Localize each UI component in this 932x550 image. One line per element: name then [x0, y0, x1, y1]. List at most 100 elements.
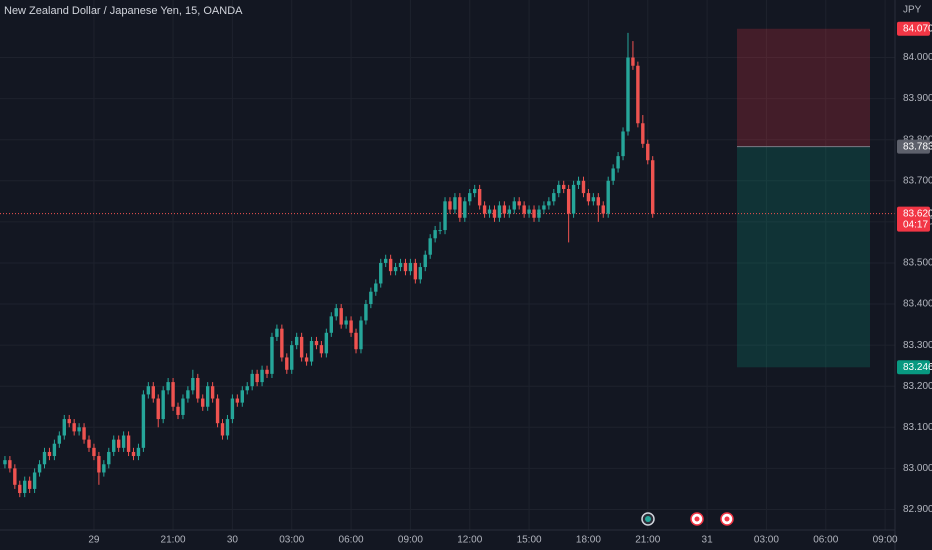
candle-body: [517, 201, 521, 206]
candle-body: [458, 197, 462, 218]
candle-body: [57, 435, 62, 444]
candle-body: [571, 184, 576, 214]
x-tick-label: 09:00: [398, 535, 423, 546]
candle-body: [294, 336, 299, 346]
candle-body: [329, 316, 333, 333]
candle-body: [547, 201, 551, 206]
candle-body: [552, 193, 556, 202]
candle-body: [72, 423, 76, 432]
candle-body: [591, 197, 596, 202]
candle-body: [220, 423, 225, 436]
candle-body: [245, 386, 249, 391]
y-tick-label: 84.000: [903, 52, 932, 63]
x-tick-label: 30: [227, 535, 239, 546]
candle-body: [557, 184, 561, 194]
candle-body: [413, 262, 418, 280]
x-tick-label: 03:00: [754, 535, 779, 546]
candle-body: [112, 439, 116, 452]
candle-body: [408, 262, 413, 272]
y-tick-label: 83.900: [903, 93, 932, 104]
candle-body: [566, 188, 571, 214]
candle-body: [611, 168, 615, 181]
price-badge-label: 83.783: [903, 141, 932, 152]
candle-body: [196, 377, 200, 399]
candle-body: [542, 205, 546, 210]
candle-body: [621, 131, 625, 157]
y-tick-label: 83.200: [903, 381, 932, 392]
candle-body: [260, 369, 264, 383]
event-icon-dot: [645, 516, 651, 522]
candle-body: [388, 258, 393, 272]
candle-body: [13, 468, 17, 485]
candle-body: [205, 386, 210, 407]
candle-body: [265, 369, 269, 374]
candle-body: [522, 205, 526, 214]
candle-body: [438, 230, 442, 232]
stop-zone: [737, 28, 870, 147]
y-tick-label: 83.700: [903, 175, 932, 186]
candle-body: [240, 390, 244, 403]
candle-body: [537, 209, 541, 218]
event-icons: [641, 512, 734, 526]
candle-body: [77, 427, 81, 432]
x-tick-label: 21:00: [635, 535, 660, 546]
candle-body: [379, 262, 383, 284]
candle-body: [596, 197, 601, 206]
candle-body: [290, 345, 294, 370]
candle-body: [423, 254, 427, 268]
currency-label: JPY: [903, 5, 922, 16]
candle-body: [230, 398, 235, 420]
candle-body: [319, 345, 324, 354]
candle-body: [468, 193, 472, 202]
candle-body: [166, 382, 170, 391]
y-tick-label: 83.000: [903, 463, 932, 474]
candle-body: [92, 447, 96, 457]
y-tick-label: 83.400: [903, 299, 932, 310]
candle-body: [8, 460, 12, 469]
candle-body: [428, 238, 432, 255]
candle-body: [27, 480, 32, 489]
candle-body: [225, 419, 230, 436]
candle-body: [354, 332, 358, 350]
candle-body: [176, 406, 180, 415]
candle-body: [250, 373, 254, 387]
chart-title: New Zealand Dollar / Japanese Yen, 15, O…: [4, 5, 243, 17]
x-tick-label: 21:00: [161, 535, 186, 546]
candle-body: [126, 435, 131, 452]
candle-body: [532, 209, 536, 218]
candle-body: [527, 209, 531, 214]
candle-body: [398, 262, 403, 268]
price-badge: [897, 206, 930, 232]
candle-body: [651, 160, 655, 214]
x-tick-label: 06:00: [339, 535, 364, 546]
candle-body: [636, 65, 640, 124]
candle-body: [235, 398, 240, 403]
candle-body: [62, 419, 66, 436]
candle-body: [285, 357, 289, 370]
candle-body: [641, 123, 645, 144]
candle-body: [393, 267, 398, 272]
candle-body: [497, 205, 502, 218]
candle-body: [52, 443, 57, 457]
candle-body: [601, 205, 605, 214]
candle-body: [270, 336, 274, 374]
candle-body: [507, 209, 512, 214]
candle-body: [369, 291, 373, 305]
candle-body: [334, 308, 338, 317]
price-badge-label: 84.070: [903, 23, 932, 34]
candle-body: [82, 427, 86, 440]
candle-body: [492, 209, 497, 218]
candle-body: [121, 435, 126, 448]
candle-body: [606, 180, 610, 214]
candle-body: [186, 390, 190, 399]
price-badge-label: 83.620: [903, 208, 932, 219]
candle-body: [3, 460, 7, 465]
candle-body: [18, 484, 22, 494]
candle-body: [448, 201, 452, 210]
candle-body: [616, 156, 620, 169]
candle-body: [151, 386, 155, 399]
x-tick-label: 29: [88, 535, 100, 546]
candle-body: [87, 439, 91, 448]
